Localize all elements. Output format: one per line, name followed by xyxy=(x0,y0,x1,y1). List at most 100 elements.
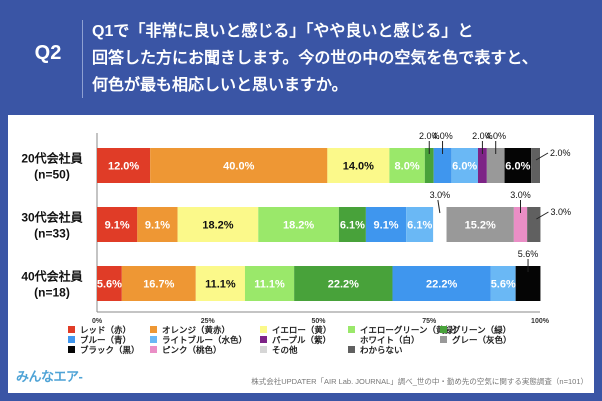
data-label: 6.1% xyxy=(407,220,432,232)
legend-label: レッド（赤） xyxy=(80,325,131,335)
category-label: 20代会社員 xyxy=(21,151,82,166)
legend-swatch xyxy=(440,336,447,343)
data-label: 11.1% xyxy=(254,279,285,291)
bar-segment xyxy=(97,266,122,301)
category-sample-size: (n=18) xyxy=(34,286,70,300)
header-divider xyxy=(82,20,83,98)
x-tick-label: 25% xyxy=(201,318,216,325)
bar-segment xyxy=(365,207,407,242)
data-label: 2.0% xyxy=(472,131,493,141)
data-label: 9.1% xyxy=(374,220,399,232)
bar-segment xyxy=(389,148,425,183)
data-label: 9.1% xyxy=(145,220,170,232)
data-label: 22.2% xyxy=(328,279,359,291)
brand-logo: みんなエア- xyxy=(16,369,83,384)
legend-label: グレー（灰色） xyxy=(452,335,512,345)
source-note: 株式会社UPDATER「AIR Lab. JOURNAL」調べ_世の中・勤め先の… xyxy=(251,377,588,386)
legend-label: グリーン（緑） xyxy=(452,325,511,335)
legend-label: その他 xyxy=(272,345,298,355)
bar-segment xyxy=(258,207,339,242)
data-label: 2.0% xyxy=(550,148,571,158)
legend-swatch xyxy=(348,346,355,353)
question-number: Q2 xyxy=(34,42,62,64)
bar-segment xyxy=(531,148,540,183)
bar-segment xyxy=(527,207,541,242)
bar-segment xyxy=(486,148,505,183)
data-label: 2.0% xyxy=(419,131,440,141)
data-label: 6.1% xyxy=(340,220,365,232)
data-label: 22.2% xyxy=(426,279,457,291)
leader-line xyxy=(437,199,441,214)
legend-swatch xyxy=(68,336,75,343)
bar-segment xyxy=(504,148,532,183)
data-label: 5.6% xyxy=(518,249,539,259)
data-label: 15.2% xyxy=(465,220,496,232)
bar-segment xyxy=(446,207,514,242)
legend-label: イエロー（黄） xyxy=(272,325,331,335)
legend-swatch xyxy=(348,326,355,333)
data-label: 6.0% xyxy=(505,161,530,173)
x-tick-label: 0% xyxy=(92,318,103,325)
bar-segment xyxy=(338,207,366,242)
bar-segment xyxy=(477,148,487,183)
question-line: 回答した方にお聞きします。今の世の中の空気を色で表すと、 xyxy=(92,50,538,67)
leader-line xyxy=(535,152,549,161)
legend-label: パープル（紫） xyxy=(272,335,331,345)
bar-segment xyxy=(513,207,528,242)
bar-segment xyxy=(137,207,178,242)
data-label: 9.1% xyxy=(105,220,130,232)
bar-segment xyxy=(392,266,491,301)
data-label: 18.2% xyxy=(202,220,233,232)
bar-segment xyxy=(121,266,196,301)
legend-swatch xyxy=(150,346,157,353)
question-text: Q1で「非常に良いと感じる」「やや良いと感じる」と 回答した方にお聞きします。今… xyxy=(92,18,592,99)
leader-line xyxy=(536,211,549,220)
x-tick-label: 50% xyxy=(311,318,326,325)
question-header: Q2 Q1で「非常に良いと感じる」「やや良いと感じる」と 回答した方にお聞きしま… xyxy=(0,0,602,115)
data-label: 5.6% xyxy=(97,279,122,291)
legend-label: ホワイト（白） xyxy=(360,335,420,345)
bar-segment xyxy=(424,148,434,183)
data-label: 3.0% xyxy=(550,207,571,217)
bar-segment xyxy=(294,266,393,301)
legend-label: わからない xyxy=(360,345,403,355)
question-line: Q1で「非常に良いと感じる」「やや良いと感じる」と xyxy=(92,23,474,40)
bar-segment xyxy=(97,148,151,183)
data-label: 4.0% xyxy=(432,131,453,141)
legend-swatch xyxy=(68,346,75,353)
legend-swatch xyxy=(260,346,267,353)
category-label: 30代会社員 xyxy=(21,210,82,225)
legend-swatch xyxy=(260,326,267,333)
legend-swatch xyxy=(260,336,267,343)
data-label: 6.0% xyxy=(452,161,477,173)
bar-segment xyxy=(177,207,259,242)
bar-segment xyxy=(195,266,245,301)
legend-label: ブラック（黒） xyxy=(80,345,140,355)
legend-label: ブルー（青） xyxy=(80,335,131,345)
bar-segment xyxy=(97,207,138,242)
legend-label: オレンジ（黄赤） xyxy=(162,325,230,335)
bar-segment xyxy=(327,148,390,183)
bar-segment xyxy=(150,148,328,183)
data-label: 16.7% xyxy=(143,279,174,291)
legend-swatch xyxy=(68,326,75,333)
data-label: 40.0% xyxy=(223,161,254,173)
data-label: 11.1% xyxy=(205,279,236,291)
category-sample-size: (n=33) xyxy=(34,227,70,241)
data-label: 12.0% xyxy=(108,161,139,173)
legend-label: ピンク（桃色） xyxy=(162,345,222,355)
legend-swatch xyxy=(150,336,157,343)
bar-segment xyxy=(406,207,434,242)
legend-label: イエローグリーン（黄緑） xyxy=(360,325,462,335)
x-tick-label: 100% xyxy=(531,318,550,325)
legend-swatch xyxy=(347,335,356,344)
data-label: 4.0% xyxy=(485,131,506,141)
category-label: 40代会社員 xyxy=(21,269,82,284)
legend-swatch xyxy=(150,326,157,333)
question-line: 何色が最も相応しいと思いますか。 xyxy=(92,77,348,94)
data-label: 14.0% xyxy=(343,161,374,173)
bar-segment xyxy=(244,266,295,301)
data-label: 3.0% xyxy=(430,190,451,200)
bar-segment xyxy=(451,148,478,183)
